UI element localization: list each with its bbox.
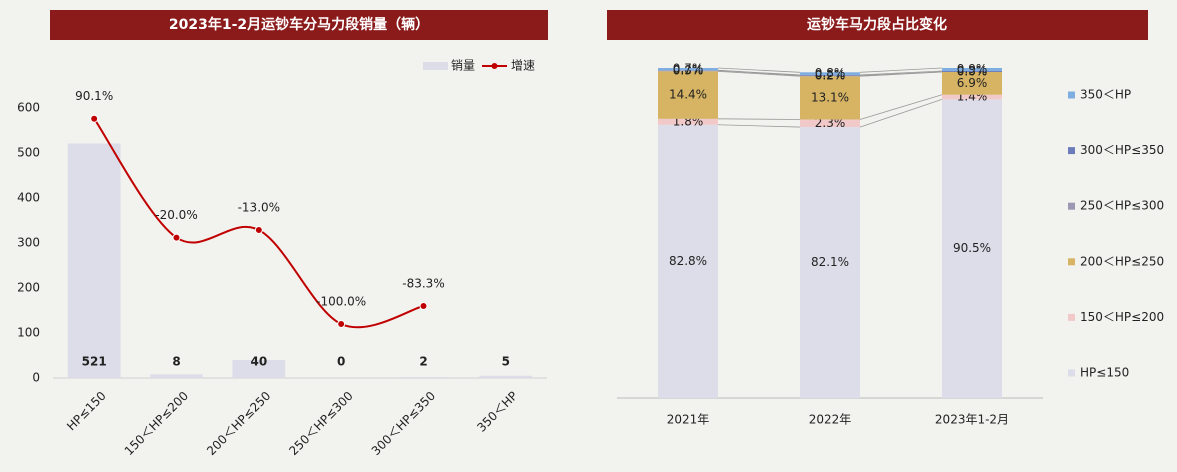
legend-swatch bbox=[1068, 147, 1075, 155]
legend-swatch bbox=[1068, 313, 1075, 321]
point bbox=[337, 320, 346, 328]
point-label: -100.0% bbox=[316, 295, 366, 309]
series-line bbox=[859, 71, 943, 76]
legend-swatch bbox=[1068, 258, 1075, 266]
y-tick-label: 400 bbox=[17, 191, 40, 205]
legend-swatch bbox=[1068, 91, 1075, 99]
legend-swatch bbox=[1068, 202, 1075, 210]
x-tick-label: 200＜HP≤250 bbox=[204, 389, 273, 458]
bar bbox=[232, 360, 286, 378]
legend-label: 200＜HP≤250 bbox=[1080, 254, 1164, 268]
point bbox=[90, 114, 99, 123]
segment-label: 0.9% bbox=[957, 62, 988, 76]
legend-label: HP≤150 bbox=[1080, 366, 1129, 380]
bar-segment bbox=[658, 118, 718, 125]
bar-segment bbox=[942, 70, 1002, 72]
bar-segment bbox=[942, 71, 1002, 95]
bar-segment bbox=[658, 71, 718, 119]
legend-swatch bbox=[423, 62, 448, 70]
bar-label: 8 bbox=[172, 355, 180, 369]
title-banner bbox=[607, 10, 1148, 40]
x-tick-label: 350＜HP bbox=[474, 389, 520, 435]
segment-label: 0.8% bbox=[815, 66, 846, 80]
bar-segment bbox=[800, 76, 860, 120]
chart-title: 2023年1-2月运钞车分马力段销量（辆） bbox=[169, 16, 429, 33]
segment-label: 0.7% bbox=[673, 62, 704, 76]
bar-label: 0 bbox=[337, 355, 345, 369]
segment-label: 82.8% bbox=[669, 254, 707, 268]
x-tick-label: 2022年 bbox=[809, 413, 852, 427]
point-label: -20.0% bbox=[155, 208, 197, 222]
series-line bbox=[859, 98, 943, 128]
line bbox=[93, 118, 424, 329]
bar bbox=[479, 375, 533, 378]
y-tick-label: 200 bbox=[17, 281, 40, 295]
bar-segment bbox=[800, 72, 860, 75]
segment-label: 13.1% bbox=[811, 90, 849, 104]
y-tick-label: 500 bbox=[17, 146, 40, 160]
bar-label: 5 bbox=[502, 355, 510, 369]
bar-segment bbox=[800, 119, 860, 128]
legend-label: 销量 bbox=[451, 59, 475, 73]
segment-label: 6.9% bbox=[957, 76, 988, 90]
x-tick-label: 250＜HP≤300 bbox=[286, 389, 355, 458]
legend-label: 150＜HP≤200 bbox=[1080, 310, 1164, 324]
bar-segment bbox=[800, 75, 860, 77]
title-banner bbox=[50, 10, 548, 40]
series-line bbox=[859, 67, 943, 73]
bar-segment bbox=[942, 99, 1002, 398]
bar-segment bbox=[942, 68, 1002, 71]
y-tick-label: 100 bbox=[17, 326, 40, 340]
segment-label: 90.5% bbox=[953, 241, 991, 255]
segment-label: 82.1% bbox=[811, 255, 849, 269]
x-tick-label: 300＜HP≤350 bbox=[369, 389, 438, 458]
bar-segment bbox=[658, 68, 718, 71]
series-line bbox=[717, 69, 801, 76]
point bbox=[172, 233, 181, 242]
legend-swatch bbox=[491, 63, 498, 69]
point-label: -13.0% bbox=[238, 201, 280, 215]
chart-title: 运钞车马力段占比变化 bbox=[807, 16, 947, 33]
bar-label: 2 bbox=[419, 355, 427, 369]
bar-segment bbox=[800, 127, 860, 398]
bar bbox=[150, 374, 203, 378]
bar-segment bbox=[658, 124, 718, 398]
segment-label: 14.4% bbox=[669, 88, 707, 102]
legend-label: 300＜HP≤350 bbox=[1080, 143, 1164, 157]
point-label: -83.3% bbox=[402, 276, 444, 290]
point-label: 90.1% bbox=[75, 89, 113, 103]
series-line bbox=[717, 118, 801, 120]
x-tick-label: 150＜HP≤200 bbox=[122, 389, 191, 458]
bar-segment bbox=[800, 74, 860, 76]
series-line bbox=[717, 70, 801, 77]
legend-label: 250＜HP≤300 bbox=[1080, 199, 1164, 213]
y-tick-label: 300 bbox=[17, 236, 40, 250]
bar-label: 521 bbox=[82, 355, 107, 369]
point bbox=[254, 226, 263, 235]
series-line bbox=[717, 67, 801, 73]
bar bbox=[67, 143, 121, 378]
bar-segment bbox=[942, 94, 1002, 100]
y-tick-label: 0 bbox=[32, 371, 40, 385]
bar bbox=[397, 377, 450, 378]
bar-label: 40 bbox=[250, 355, 267, 369]
point bbox=[419, 301, 428, 310]
y-tick-label: 600 bbox=[17, 101, 40, 115]
series-line bbox=[859, 94, 943, 120]
legend-label: 增速 bbox=[511, 59, 535, 73]
legend-label: 350＜HP bbox=[1080, 88, 1131, 102]
x-tick-label: 2023年1-2月 bbox=[935, 413, 1009, 427]
series-line bbox=[717, 124, 801, 128]
legend-swatch bbox=[1068, 369, 1075, 377]
x-tick-label: HP≤150 bbox=[64, 389, 109, 434]
bar-segment bbox=[658, 70, 718, 72]
x-tick-label: 2021年 bbox=[667, 413, 710, 427]
series-line bbox=[859, 70, 943, 76]
